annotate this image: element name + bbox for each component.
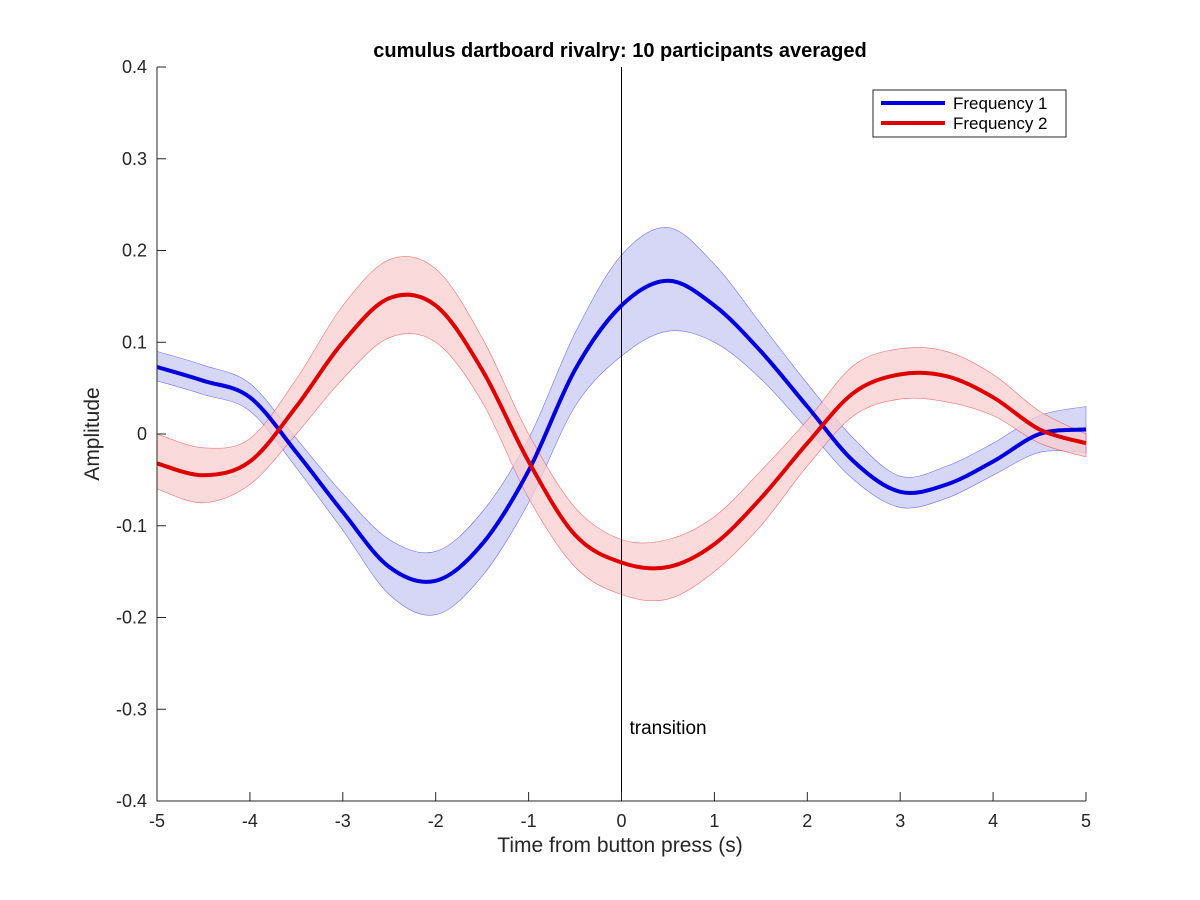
x-tick-label: -3 xyxy=(335,811,351,831)
legend-label-2: Frequency 2 xyxy=(953,114,1048,133)
series-1-line xyxy=(156,278,1087,584)
x-tick-label: 5 xyxy=(1081,811,1091,831)
x-tick-label: -2 xyxy=(428,811,444,831)
y-tick-label: 0 xyxy=(137,424,147,444)
y-tick-label: 0.3 xyxy=(122,149,147,169)
legend-label-1: Frequency 1 xyxy=(953,94,1048,113)
y-tick-label: -0.1 xyxy=(116,516,147,536)
series-2-line xyxy=(156,292,1087,571)
x-tick-label: -4 xyxy=(242,811,258,831)
y-tick-label: 0.4 xyxy=(122,57,147,77)
series-lines xyxy=(156,278,1087,584)
chart-title: cumulus dartboard rivalry: 10 participan… xyxy=(373,40,867,62)
y-tick-label: -0.2 xyxy=(116,608,147,628)
x-tick-label: 1 xyxy=(709,811,719,831)
x-tick-label: 2 xyxy=(802,811,812,831)
series-2-band xyxy=(156,256,1087,602)
transition-annotation: transition xyxy=(630,718,707,739)
x-tick-label: 3 xyxy=(895,811,905,831)
y-tick-label: 0.2 xyxy=(122,241,147,261)
y-tick-label: -0.4 xyxy=(116,791,147,811)
legend-box xyxy=(872,89,1067,138)
x-axis-label: Time from button press (s) xyxy=(497,834,742,857)
x-tick-label: -1 xyxy=(521,811,537,831)
y-tick-label: 0.1 xyxy=(122,332,147,352)
axes: -5 -4 -3 -2 -1 0 1 2 3 4 5 0.4 0.3 0.2 0.1 0 -0.1 -0.2 -0.… xyxy=(116,57,1091,831)
y-axis-label: Amplitude xyxy=(81,387,104,480)
x-tick-label: 4 xyxy=(988,811,998,831)
x-tick-label: 0 xyxy=(616,811,626,831)
y-tick-label: -0.3 xyxy=(116,699,147,719)
x-tick-label: -5 xyxy=(149,811,165,831)
